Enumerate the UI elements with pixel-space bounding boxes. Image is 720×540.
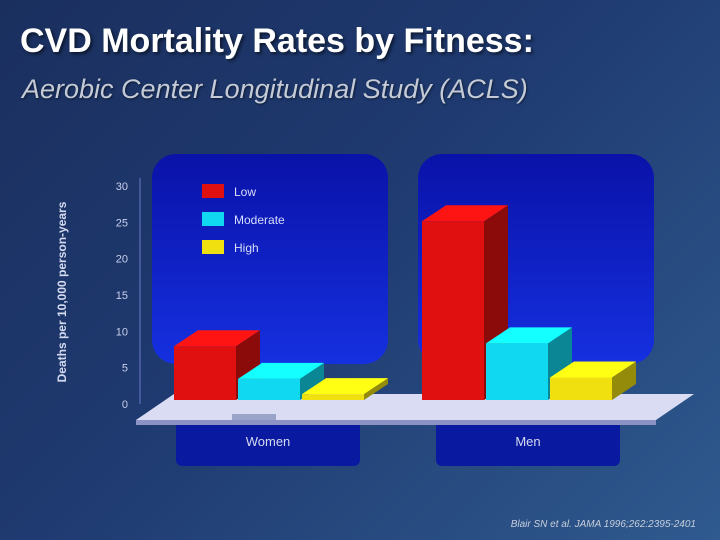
legend-swatch-high xyxy=(202,240,224,254)
women-axis-label-patch xyxy=(232,414,276,420)
y-tick-label: 15 xyxy=(116,290,128,302)
y-tick-label: 10 xyxy=(116,326,128,338)
y-tick-label: 30 xyxy=(116,181,128,193)
y-tick-label: 5 xyxy=(122,363,128,375)
legend-label-high: High xyxy=(234,241,259,255)
bar-women-high xyxy=(302,378,388,400)
slide-subtitle: Aerobic Center Longitudinal Study (ACLS) xyxy=(22,74,528,104)
citation: Blair SN et al. JAMA 1996;262:2395-2401 xyxy=(510,519,696,530)
legend-swatch-low xyxy=(202,184,224,198)
women-plot-panel xyxy=(152,154,388,364)
bar-men-high xyxy=(550,361,636,400)
women-category-box xyxy=(176,418,360,466)
legend-label-low: Low xyxy=(234,185,256,199)
y-tick-label: 25 xyxy=(116,217,128,229)
y-tick-label: 20 xyxy=(116,254,128,266)
category-label-men: Men xyxy=(515,434,540,449)
y-axis-label: Deaths per 10,000 person-years xyxy=(55,201,69,382)
legend-swatch-moderate xyxy=(202,212,224,226)
legend-label-moderate: Moderate xyxy=(234,213,285,227)
category-label-women: Women xyxy=(246,434,291,449)
slide-title: CVD Mortality Rates by Fitness: xyxy=(20,22,534,60)
chart-legend: Low Moderate High xyxy=(202,184,285,255)
chart-floor-shadow xyxy=(136,420,656,425)
chart-floor xyxy=(136,394,694,420)
y-tick-label: 0 xyxy=(122,399,128,411)
men-category-box xyxy=(436,418,620,466)
bar-women-moderate xyxy=(238,362,324,400)
